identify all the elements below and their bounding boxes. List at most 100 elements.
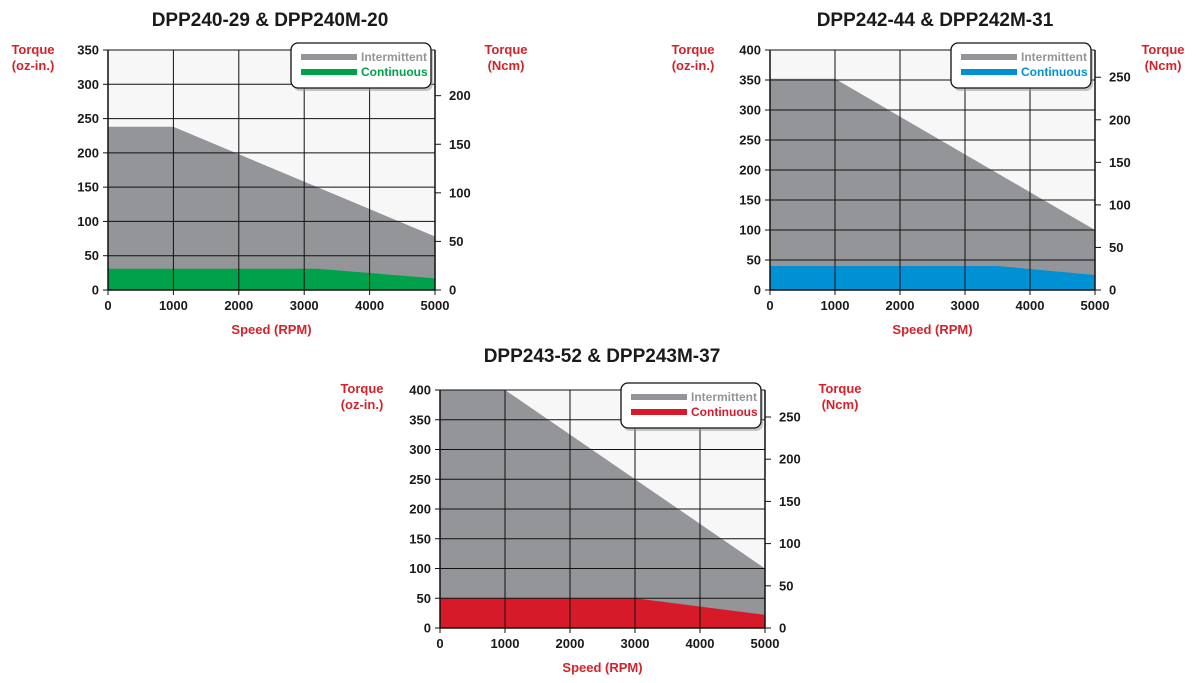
y-left-tick-label: 200 xyxy=(77,145,99,160)
legend-swatch-continuous xyxy=(631,409,687,415)
y-right-tick-label: 200 xyxy=(1109,112,1131,127)
x-tick-label: 4000 xyxy=(355,298,384,313)
y-axis-label-right: Torque (Ncm) xyxy=(484,42,527,73)
y-left-tick-label: 350 xyxy=(739,73,761,88)
x-tick-label: 2000 xyxy=(556,636,585,651)
y-left-tick-label: 350 xyxy=(409,412,431,427)
legend-label-continuous: Continuous xyxy=(1021,65,1088,79)
legend-swatch-intermittent xyxy=(961,54,1017,60)
x-tick-label: 3000 xyxy=(290,298,319,313)
chart-title: DPP243-52 & DPP243M-37 xyxy=(484,346,721,367)
y-left-tick-label: 100 xyxy=(739,223,761,238)
y-right-tick-label: 0 xyxy=(449,283,456,298)
y-axis-label-left-line: (oz-in.) xyxy=(672,58,715,73)
legend-swatch-intermittent xyxy=(301,54,357,60)
y-right-tick-label: 0 xyxy=(779,621,786,636)
x-axis-label: Speed (RPM) xyxy=(231,322,311,337)
y-left-tick-label: 250 xyxy=(409,472,431,487)
y-axis-label-right-line: (Ncm) xyxy=(822,397,859,412)
y-right-tick-label: 150 xyxy=(1109,155,1131,170)
series-area-continuous xyxy=(108,268,435,290)
y-left-tick-label: 250 xyxy=(77,111,99,126)
x-tick-label: 5000 xyxy=(1081,298,1110,313)
y-axis-label-right-line: Torque xyxy=(1141,42,1184,57)
x-tick-label: 0 xyxy=(766,298,773,313)
legend-label-continuous: Continuous xyxy=(361,65,428,79)
y-right-tick-label: 200 xyxy=(779,452,801,467)
y-left-tick-label: 150 xyxy=(739,193,761,208)
y-axis-label-right-line: Torque xyxy=(818,381,861,396)
legend-label-intermittent: Intermittent xyxy=(361,50,427,64)
y-left-tick-label: 50 xyxy=(417,591,431,606)
y-axis-label-left-line: (oz-in.) xyxy=(341,397,384,412)
legend-label-intermittent: Intermittent xyxy=(691,390,757,404)
x-tick-label: 3000 xyxy=(951,298,980,313)
y-axis-label-right-line: (Ncm) xyxy=(488,58,525,73)
x-axis-label: Speed (RPM) xyxy=(562,660,642,675)
y-left-tick-label: 100 xyxy=(409,561,431,576)
x-tick-label: 2000 xyxy=(224,298,253,313)
y-axis-label-left: Torque (oz-in.) xyxy=(340,381,383,412)
y-right-tick-label: 150 xyxy=(779,494,801,509)
x-tick-label: 1000 xyxy=(159,298,188,313)
x-axis-label: Speed (RPM) xyxy=(892,322,972,337)
x-tick-label: 1000 xyxy=(491,636,520,651)
y-left-tick-label: 250 xyxy=(739,133,761,148)
y-left-tick-label: 50 xyxy=(85,248,99,263)
x-tick-label: 5000 xyxy=(751,636,780,651)
y-left-tick-label: 50 xyxy=(747,253,761,268)
y-axis-label-right: Torque (Ncm) xyxy=(1141,42,1184,73)
y-right-tick-label: 150 xyxy=(449,137,471,152)
y-right-tick-label: 250 xyxy=(779,410,801,425)
y-left-tick-label: 100 xyxy=(77,214,99,229)
y-left-tick-label: 0 xyxy=(424,621,431,636)
legend-swatch-continuous xyxy=(301,69,357,75)
legend-label-intermittent: Intermittent xyxy=(1021,50,1087,64)
y-left-tick-label: 0 xyxy=(754,283,761,298)
series-area-intermittent xyxy=(108,126,435,290)
legend-swatch-continuous xyxy=(961,69,1017,75)
y-left-tick-label: 150 xyxy=(77,180,99,195)
x-tick-label: 1000 xyxy=(821,298,850,313)
y-right-tick-label: 100 xyxy=(779,536,801,551)
y-axis-label-left-line: Torque xyxy=(340,381,383,396)
y-axis-label-left: Torque (oz-in.) xyxy=(671,42,714,73)
y-left-tick-label: 400 xyxy=(409,383,431,398)
x-tick-label: 3000 xyxy=(621,636,650,651)
y-left-tick-label: 300 xyxy=(739,103,761,118)
y-left-tick-label: 200 xyxy=(739,163,761,178)
y-right-tick-label: 0 xyxy=(1109,283,1116,298)
chart-1: DPP240-29 & DPP240M-200 1000 2000 3000 4000 5… xyxy=(11,10,527,337)
series-area-intermittent xyxy=(770,78,1095,290)
x-tick-label: 0 xyxy=(436,636,443,651)
x-tick-label: 4000 xyxy=(1016,298,1045,313)
y-right-tick-label: 100 xyxy=(449,185,471,200)
y-left-tick-label: 300 xyxy=(77,77,99,92)
y-axis-label-left-line: Torque xyxy=(11,42,54,57)
y-axis-label-right: Torque (Ncm) xyxy=(818,381,861,412)
x-tick-label: 5000 xyxy=(421,298,450,313)
chart-2: DPP242-44 & DPP242M-310 1000 2000 3000 4000 5… xyxy=(671,10,1184,337)
chart-title: DPP242-44 & DPP242M-31 xyxy=(817,10,1054,31)
y-left-tick-label: 350 xyxy=(77,43,99,58)
y-right-tick-label: 100 xyxy=(1109,197,1131,212)
y-right-tick-label: 50 xyxy=(1109,240,1123,255)
y-left-tick-label: 150 xyxy=(409,531,431,546)
y-right-tick-label: 250 xyxy=(1109,70,1131,85)
y-axis-label-left-line: Torque xyxy=(671,42,714,57)
series-area-continuous xyxy=(440,598,765,628)
x-tick-label: 4000 xyxy=(686,636,715,651)
chart-title: DPP240-29 & DPP240M-20 xyxy=(152,10,389,31)
y-left-tick-label: 0 xyxy=(92,283,99,298)
x-tick-label: 2000 xyxy=(886,298,915,313)
y-right-tick-label: 200 xyxy=(449,88,471,103)
y-left-tick-label: 300 xyxy=(409,442,431,457)
y-left-tick-label: 200 xyxy=(409,502,431,517)
chart-3: DPP243-52 & DPP243M-370 1000 2000 3000 4000 5… xyxy=(340,346,861,675)
y-right-tick-label: 50 xyxy=(779,578,793,593)
y-right-tick-label: 50 xyxy=(449,234,463,249)
series-area-continuous xyxy=(770,266,1095,290)
